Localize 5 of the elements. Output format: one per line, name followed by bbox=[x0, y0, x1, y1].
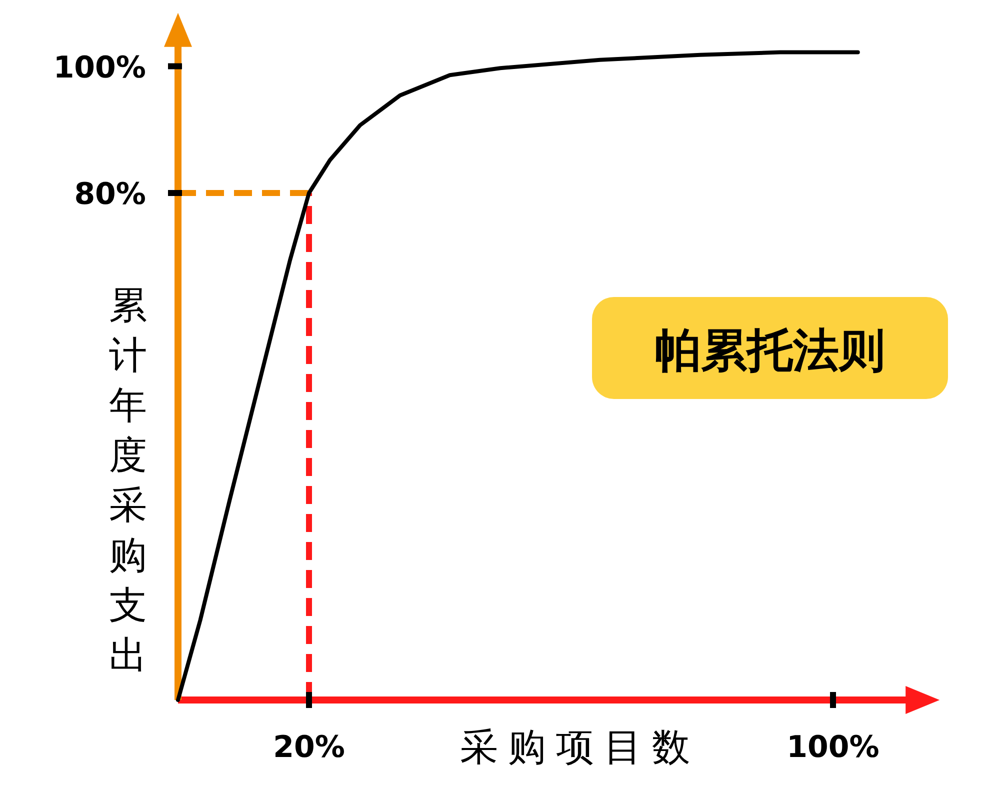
y-tick-label: 80% bbox=[74, 177, 146, 212]
x-tick-label: 20% bbox=[273, 730, 345, 765]
x-axis-title: 采购项目数 bbox=[460, 725, 700, 769]
annotation: 帕累托法则 bbox=[655, 323, 885, 377]
y-axis-title: 累计年度采购支出 bbox=[109, 283, 147, 677]
